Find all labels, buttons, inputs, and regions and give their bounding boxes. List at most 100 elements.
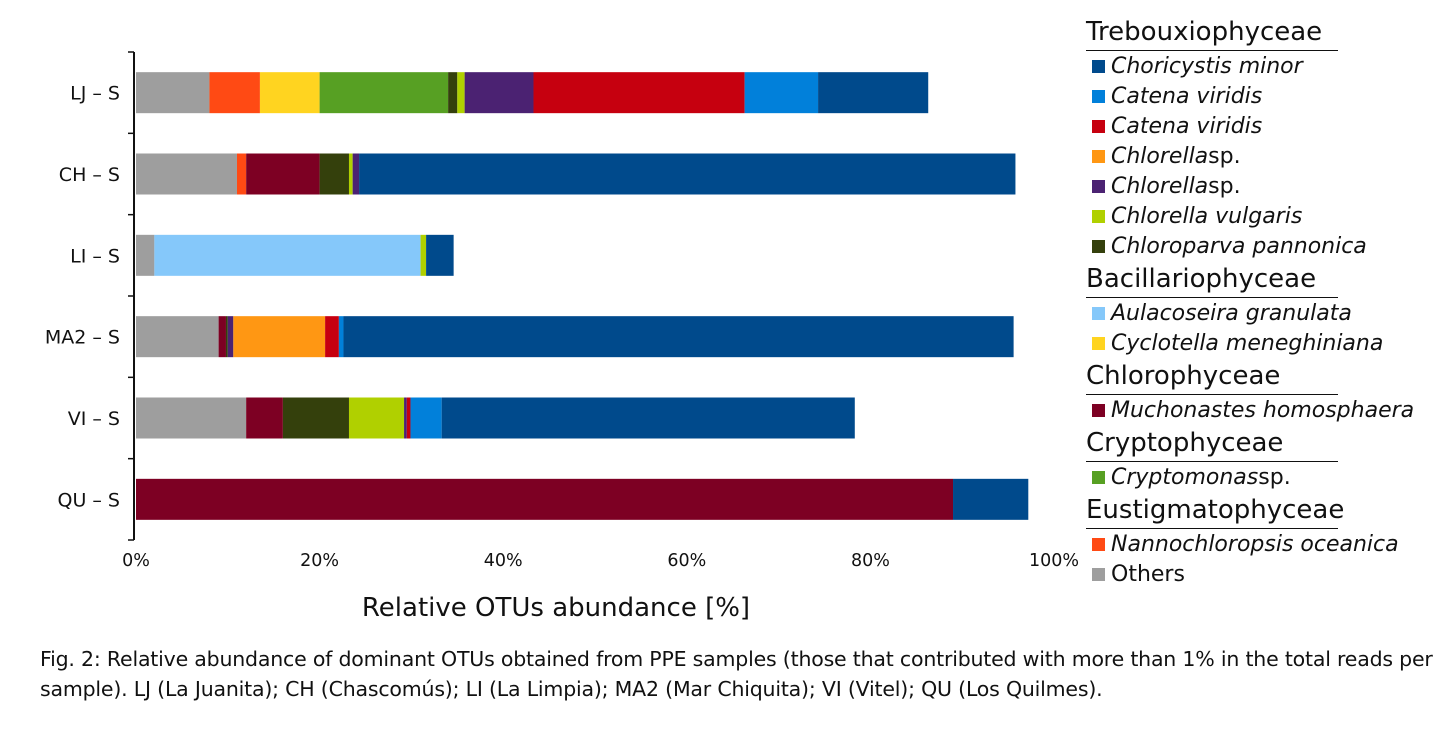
legend-swatch bbox=[1092, 470, 1105, 484]
bar-segment bbox=[441, 397, 855, 439]
bar-segment bbox=[338, 316, 344, 358]
bar-segment bbox=[136, 478, 954, 520]
bar-segment bbox=[325, 316, 339, 358]
legend-item: Chlorella vulgaris bbox=[1086, 201, 1448, 231]
legend-label: Choricystis minor bbox=[1111, 53, 1303, 79]
legend-group-title: Eustigmatophyceae bbox=[1086, 494, 1344, 529]
legend-label: Chlorella bbox=[1111, 173, 1209, 199]
bar-segment bbox=[259, 72, 320, 114]
legend-group-title: Cryptophyceae bbox=[1086, 427, 1338, 462]
legend-swatch bbox=[1092, 306, 1105, 320]
legend-swatch bbox=[1092, 59, 1105, 73]
legend-label: Chloroparva pannonica bbox=[1111, 233, 1367, 259]
bar-segment bbox=[154, 234, 421, 276]
bar-segment bbox=[818, 72, 929, 114]
bar-segment bbox=[533, 72, 745, 114]
category-label: LI – S bbox=[70, 245, 120, 267]
bar-segment bbox=[319, 72, 449, 114]
legend-item: Others bbox=[1086, 559, 1448, 589]
bar-segment bbox=[744, 72, 819, 114]
x-tick-label: 80% bbox=[851, 551, 890, 571]
bar-segment bbox=[426, 234, 454, 276]
legend-swatch bbox=[1092, 567, 1105, 581]
bar-segment bbox=[218, 316, 226, 358]
legend-item: Cryptomonas sp. bbox=[1086, 462, 1448, 492]
bar-segment bbox=[348, 397, 405, 439]
legend: Trebouxiophyceae Choricystis minor Catena … bbox=[1086, 14, 1448, 589]
x-axis-title: Relative OTUs abundance [%] bbox=[362, 593, 750, 623]
legend-swatch bbox=[1092, 336, 1105, 350]
legend-label-suffix: sp. bbox=[1208, 143, 1241, 169]
legend-item: Catena viridis bbox=[1086, 111, 1448, 141]
x-tick-label: 20% bbox=[300, 551, 339, 571]
legend-item: Choricystis minor bbox=[1086, 51, 1448, 81]
legend-item: Cyclotella meneghiniana bbox=[1086, 328, 1448, 358]
bar-segment bbox=[359, 153, 1016, 195]
legend-swatch bbox=[1092, 119, 1105, 133]
legend-label: Aulacoseira granulata bbox=[1111, 300, 1352, 326]
bar-segment bbox=[225, 316, 228, 358]
legend-label: Muchonastes homosphaera bbox=[1111, 397, 1415, 423]
legend-item: Nannochloropsis oceanica bbox=[1086, 529, 1448, 559]
bar-segment bbox=[410, 397, 442, 439]
bar-segment bbox=[953, 478, 1029, 520]
legend-label: Chlorella vulgaris bbox=[1111, 203, 1303, 229]
bar-segment bbox=[464, 72, 534, 114]
category-label: LJ – S bbox=[70, 83, 120, 105]
legend-label: Catena viridis bbox=[1111, 113, 1263, 139]
bar-segment bbox=[136, 397, 247, 439]
legend-group-title: Chlorophyceae bbox=[1086, 360, 1338, 395]
bar-segment bbox=[136, 72, 210, 114]
legend-swatch bbox=[1092, 149, 1105, 163]
legend-swatch bbox=[1092, 239, 1105, 253]
bar-segment bbox=[209, 72, 260, 114]
x-tick-label: 100% bbox=[1029, 551, 1079, 571]
legend-group-title: Trebouxiophyceae bbox=[1086, 16, 1338, 51]
bar-segment bbox=[227, 316, 234, 358]
x-tick-label: 40% bbox=[484, 551, 523, 571]
x-tick-label: 0% bbox=[122, 551, 150, 571]
bar-segment bbox=[246, 397, 283, 439]
legend-label: Chlorella bbox=[1111, 143, 1209, 169]
bar-segment bbox=[136, 316, 219, 358]
legend-item: Catena viridis bbox=[1086, 81, 1448, 111]
bar-segment bbox=[406, 397, 411, 439]
bar-segment bbox=[352, 153, 360, 195]
bar-segment bbox=[282, 397, 349, 439]
legend-label: Cryptomonas bbox=[1111, 464, 1259, 490]
legend-label: Nannochloropsis oceanica bbox=[1111, 531, 1399, 557]
x-tick-label: 60% bbox=[667, 551, 706, 571]
legend-swatch bbox=[1092, 179, 1105, 193]
legend-swatch bbox=[1092, 537, 1105, 551]
legend-group-title: Bacillariophyceae bbox=[1086, 263, 1338, 298]
stacked-bar-chart: LJ – S CH – S LI – S MA2 – S VI – S QU – S 0% 2… bbox=[45, 51, 1079, 623]
bar-segment bbox=[404, 397, 407, 439]
figure-caption: Fig. 2: Relative abundance of dominant O… bbox=[40, 647, 1433, 701]
legend-label-suffix: sp. bbox=[1258, 464, 1291, 490]
bar-segment bbox=[136, 234, 155, 276]
bar-segment bbox=[457, 72, 465, 114]
legend-label: Others bbox=[1111, 561, 1185, 587]
legend-swatch bbox=[1092, 403, 1105, 417]
legend-item: Chlorella sp. bbox=[1086, 171, 1448, 201]
category-label: VI – S bbox=[68, 408, 120, 430]
bar-segment bbox=[348, 153, 353, 195]
category-label: CH – S bbox=[59, 164, 120, 186]
bar-segment bbox=[343, 316, 1014, 358]
bar-segment bbox=[448, 72, 458, 114]
category-label: QU – S bbox=[57, 489, 120, 511]
legend-item: Aulacoseira granulata bbox=[1086, 298, 1448, 328]
bar-segment bbox=[420, 234, 427, 276]
legend-item: Muchonastes homosphaera bbox=[1086, 395, 1448, 425]
bar-segment bbox=[236, 153, 247, 195]
legend-label: Catena viridis bbox=[1111, 83, 1263, 109]
bar-segment bbox=[246, 153, 320, 195]
legend-label-suffix: sp. bbox=[1208, 173, 1241, 199]
bar-segment bbox=[136, 153, 237, 195]
legend-item: Chlorella sp. bbox=[1086, 141, 1448, 171]
legend-swatch bbox=[1092, 89, 1105, 103]
bar-segment bbox=[319, 153, 349, 195]
category-label: MA2 – S bbox=[45, 327, 120, 349]
legend-label: Cyclotella meneghiniana bbox=[1111, 330, 1384, 356]
legend-swatch bbox=[1092, 209, 1105, 223]
